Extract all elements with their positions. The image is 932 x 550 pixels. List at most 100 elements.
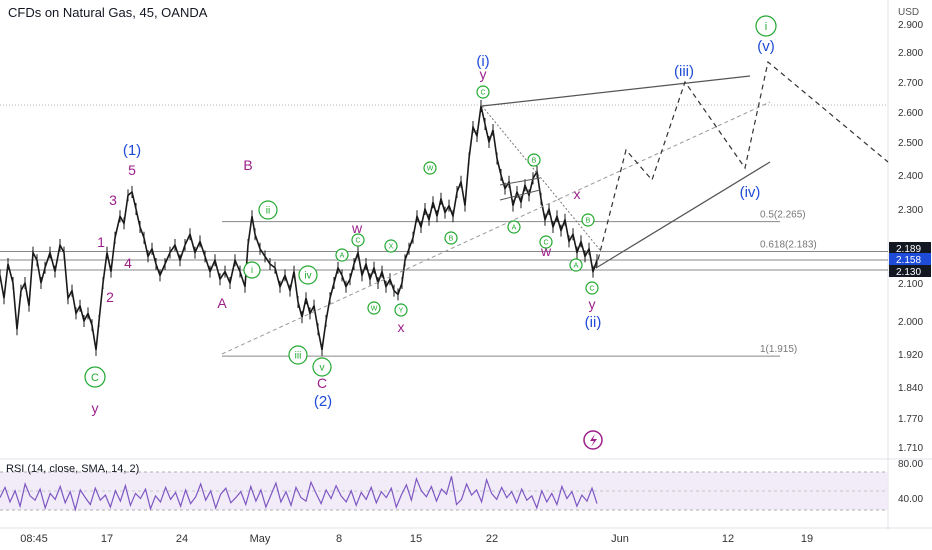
wave-label: 1 [97, 234, 105, 250]
circled-wave-text: A [574, 262, 579, 269]
circled-wave-text: A [340, 252, 345, 259]
rsi-tick: 80.00 [898, 459, 923, 470]
y-tick-label: 1.840 [898, 383, 923, 394]
fib-label: 0.5(2.265) [760, 210, 806, 221]
x-tick-label: 17 [101, 533, 113, 545]
wave-label: B [243, 157, 252, 173]
circled-wave-marker [335, 248, 349, 262]
price-badge [889, 242, 931, 254]
circled-wave-text: X [389, 243, 394, 250]
price-badge [889, 265, 931, 277]
y-tick-label: 2.700 [898, 78, 923, 89]
y-tick-label: 2.600 [898, 108, 923, 119]
wave-label: (v) [757, 38, 775, 55]
circled-wave-text: v [320, 363, 325, 374]
wave-label: 4 [124, 255, 132, 271]
y-tick-label: 2.900 [898, 20, 923, 31]
rsi-tick: 40.00 [898, 494, 923, 505]
circled-wave-marker [569, 258, 583, 272]
triangle-line [499, 189, 541, 201]
circled-wave-marker [539, 235, 553, 249]
x-tick-label: 22 [486, 533, 498, 545]
circled-wave-text: iv [304, 271, 311, 282]
circled-wave-marker [243, 261, 261, 279]
y-tick-label: 2.000 [898, 317, 923, 328]
circled-wave-marker [507, 220, 521, 234]
wave-label: 2 [106, 289, 114, 305]
wave-label: x [574, 186, 581, 202]
lower-trendline [595, 161, 771, 269]
x-tick-label: 8 [336, 533, 342, 545]
price-badge-label: 2.158 [896, 255, 921, 266]
price-badge-label: 2.189 [896, 244, 921, 255]
wave-label: w [351, 220, 363, 236]
circled-wave-marker [258, 200, 278, 220]
upper-trendline [481, 75, 751, 107]
circled-wave-marker [84, 366, 106, 388]
wave-label: y [92, 400, 99, 416]
lightning-icon-bolt [590, 434, 597, 447]
circled-wave-text: W [427, 165, 434, 172]
circled-wave-text: C [91, 372, 99, 384]
wave-label: y [480, 66, 487, 82]
wave-label: C [317, 375, 327, 391]
fib-label: 1(1.915) [760, 344, 797, 355]
circled-wave-marker [527, 153, 541, 167]
y-tick-label: 1.770 [898, 414, 923, 425]
circled-wave-text: ii [266, 206, 270, 217]
wave-label: (i) [476, 53, 489, 70]
wave-label: 3 [109, 192, 117, 208]
wave-label: (iii) [674, 63, 694, 80]
circled-wave-text: B [449, 235, 454, 242]
circled-wave-text: i [765, 21, 767, 33]
y-tick-label: 2.300 [898, 205, 923, 216]
wave-label: (iv) [740, 184, 761, 201]
wave-label: 5 [128, 162, 136, 178]
circled-wave-marker [444, 231, 458, 245]
circled-wave-text: B [532, 157, 537, 164]
circled-wave-marker [581, 213, 595, 227]
x-tick-label: May [250, 533, 271, 545]
wave-label: (ii) [585, 314, 602, 331]
price-series [0, 105, 598, 351]
wave-label: A [217, 295, 227, 311]
dashed-channel-line [221, 101, 771, 355]
circled-wave-text: C [589, 285, 594, 292]
circled-wave-text: C [480, 89, 485, 96]
x-tick-label: 24 [176, 533, 188, 545]
wave-label: x [398, 319, 405, 335]
wave-label: y [589, 296, 596, 312]
y-tick-label: 1.920 [898, 350, 923, 361]
wave-label: (2) [314, 393, 332, 410]
circled-wave-marker [755, 15, 777, 37]
projected-path [595, 60, 889, 269]
circled-wave-text: i [251, 265, 253, 275]
circled-wave-marker [367, 301, 381, 315]
y-tick-label: 1.710 [898, 443, 923, 454]
circled-wave-text: B [586, 217, 591, 224]
x-tick-label: Jun [611, 533, 629, 545]
circled-wave-text: iii [295, 351, 302, 362]
y-tick-label: 2.500 [898, 138, 923, 149]
x-tick-label: 15 [410, 533, 422, 545]
fib-label: 0.618(2.183) [760, 239, 817, 250]
y-tick-label: 2.800 [898, 48, 923, 59]
circled-wave-marker [476, 85, 490, 99]
circled-wave-marker [423, 161, 437, 175]
x-tick-label: 19 [801, 533, 813, 545]
currency-label: USD [898, 7, 919, 18]
circled-wave-marker [298, 265, 318, 285]
wave-label: (1) [123, 142, 141, 159]
x-tick-label: 12 [722, 533, 734, 545]
chart-title: CFDs on Natural Gas, 45, OANDA [8, 5, 208, 20]
circled-wave-text: C [543, 239, 548, 246]
rsi-line [0, 476, 598, 512]
x-tick-label: 08:45 [20, 533, 48, 545]
circled-wave-text: C [355, 237, 360, 244]
circled-wave-marker [394, 303, 408, 317]
rsi-label: RSI (14, close, SMA, 14, 2) [6, 463, 139, 475]
circled-wave-text: W [371, 305, 378, 312]
circled-wave-marker [384, 239, 398, 253]
dotted-connector [481, 105, 601, 251]
